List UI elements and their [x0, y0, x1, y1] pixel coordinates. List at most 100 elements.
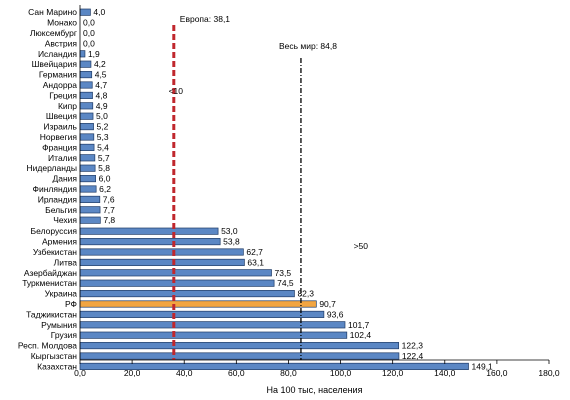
- category-label-италия: Италия: [48, 153, 77, 163]
- value-label-ирландия: 7,6: [103, 194, 115, 204]
- x-tick-label: 120,0: [382, 368, 404, 378]
- value-label-румыния: 101,7: [348, 320, 370, 330]
- value-label-монако: 0,0: [83, 18, 95, 28]
- value-label-рф: 90,7: [319, 299, 336, 309]
- x-tick-label: 60,0: [228, 368, 245, 378]
- value-label-норвегия: 5,3: [97, 132, 109, 142]
- europe-average-label: Европа: 38,1: [180, 14, 231, 24]
- category-label-монако: Монако: [47, 18, 77, 28]
- value-label-дания: 6,0: [99, 174, 111, 184]
- bar-андорра: [79, 81, 93, 89]
- category-label-нидерланды: Нидерланды: [27, 163, 77, 173]
- x-tick-label: 180,0: [538, 368, 560, 378]
- reference-lines-layer: Европа: 38,1 Весь мир: 84,8: [172, 14, 337, 360]
- bar-сан-марино: [79, 8, 91, 16]
- value-label-франция: 5,4: [97, 142, 109, 152]
- x-tick-label: 80,0: [280, 368, 297, 378]
- category-label-рф: РФ: [65, 299, 77, 309]
- category-label-туркменистан: Туркменистан: [22, 278, 77, 288]
- category-label-литва: Литва: [54, 257, 78, 267]
- category-label-андорра: Андорра: [43, 80, 78, 90]
- bar-германия: [79, 71, 93, 79]
- bar-украина: [79, 290, 295, 298]
- x-axis: 0,0 20,0 40,0 60,0 80,0 100,0 120,0 140,0 160,0 1…: [74, 5, 560, 378]
- value-label-австрия: 0,0: [83, 38, 95, 48]
- value-label-андорра: 4,7: [95, 80, 107, 90]
- value-label-узбекистан: 62,7: [246, 247, 263, 257]
- x-tick-label: 140,0: [434, 368, 456, 378]
- value-label-люксембург: 0,0: [83, 28, 95, 38]
- world-average-label: Весь мир: 84,8: [279, 41, 337, 51]
- value-label-греция: 4,8: [96, 90, 108, 100]
- bar-израиль: [79, 123, 94, 131]
- x-tick-label: 100,0: [330, 368, 352, 378]
- category-label-румыния: Румыния: [41, 320, 77, 330]
- value-label-кипр: 4,9: [96, 101, 108, 111]
- x-tick-label: 20,0: [124, 368, 141, 378]
- bar-респ-молдова: [79, 342, 400, 350]
- bar-финляндия: [79, 185, 97, 193]
- category-label-грузия: Грузия: [51, 330, 78, 340]
- category-label-армения: Армения: [42, 237, 77, 247]
- category-label-франция: Франция: [42, 142, 77, 152]
- bar-грузия: [79, 331, 348, 339]
- value-label-италия: 5,7: [98, 153, 110, 163]
- bar-рф: [79, 300, 317, 308]
- bar-кыргызстан: [79, 352, 400, 360]
- x-axis-title: На 100 тыс, населения: [267, 385, 363, 395]
- bar-нидерланды: [79, 164, 96, 172]
- bar-азербайджан: [79, 269, 272, 277]
- bar-швейцария: [79, 60, 92, 68]
- bar-литва: [79, 258, 245, 266]
- category-label-таджикистан: Таджикистан: [26, 309, 77, 319]
- value-label-израиль: 5,2: [97, 122, 109, 132]
- value-label-грузия: 102,4: [350, 330, 372, 340]
- value-label-финляндия: 6,2: [99, 184, 111, 194]
- value-label-армения: 53,8: [223, 237, 240, 247]
- value-label-украина: 82,3: [297, 289, 314, 299]
- bar-исландия: [79, 50, 86, 58]
- value-label-белоруссия: 53,0: [221, 226, 238, 236]
- bar-франция: [79, 143, 95, 151]
- group-note-low: <10: [169, 86, 184, 96]
- value-label-туркменистан: 74,5: [277, 278, 294, 288]
- x-tick-label: 160,0: [486, 368, 508, 378]
- value-label-литва: 63,1: [247, 257, 264, 267]
- bar-ирландия: [79, 195, 101, 203]
- bar-туркменистан: [79, 279, 275, 287]
- bar-швеция: [79, 112, 94, 120]
- bar-чехия: [79, 216, 101, 224]
- category-label-дания: Дания: [52, 174, 77, 184]
- category-label-норвегия: Норвегия: [40, 132, 78, 142]
- category-label-финляндия: Финляндия: [33, 184, 78, 194]
- category-label-украина: Украина: [45, 289, 78, 299]
- bar-греция: [79, 91, 93, 99]
- bar-белоруссия: [79, 227, 219, 235]
- value-label-азербайджан: 73,5: [275, 268, 292, 278]
- value-label-швеция: 5,0: [96, 111, 108, 121]
- category-label-швеция: Швеция: [46, 111, 78, 121]
- category-label-люксембург: Люксембург: [30, 28, 77, 38]
- value-label-бельгия: 7,7: [103, 205, 115, 215]
- category-label-германия: Германия: [39, 70, 78, 80]
- category-label-исландия: Исландия: [38, 49, 77, 59]
- bar-румыния: [79, 321, 346, 329]
- category-label-кыргызстан: Кыргызстан: [31, 351, 78, 361]
- category-label-казахстан: Казахстан: [37, 361, 77, 371]
- value-label-германия: 4,5: [95, 70, 107, 80]
- category-label-кипр: Кипр: [58, 101, 77, 111]
- bar-кипр: [79, 102, 94, 110]
- value-label-таджикистан: 93,6: [327, 309, 344, 319]
- category-label-ирландия: Ирландия: [38, 194, 78, 204]
- category-label-сан-марино: Сан Марино: [28, 7, 77, 17]
- bar-таджикистан: [79, 310, 325, 318]
- value-label-нидерланды: 5,8: [98, 163, 110, 173]
- value-label-респ-молдова: 122,3: [402, 341, 424, 351]
- labels-layer: Сан Марино 4,0 Монако 0,0 Люксембург 0,0 Австр…: [18, 7, 493, 371]
- bar-дания: [79, 175, 96, 183]
- category-label-азербайджан: Азербайджан: [24, 268, 77, 278]
- category-label-белоруссия: Белоруссия: [31, 226, 78, 236]
- bar-бельгия: [79, 206, 101, 214]
- bar-армения: [79, 238, 221, 246]
